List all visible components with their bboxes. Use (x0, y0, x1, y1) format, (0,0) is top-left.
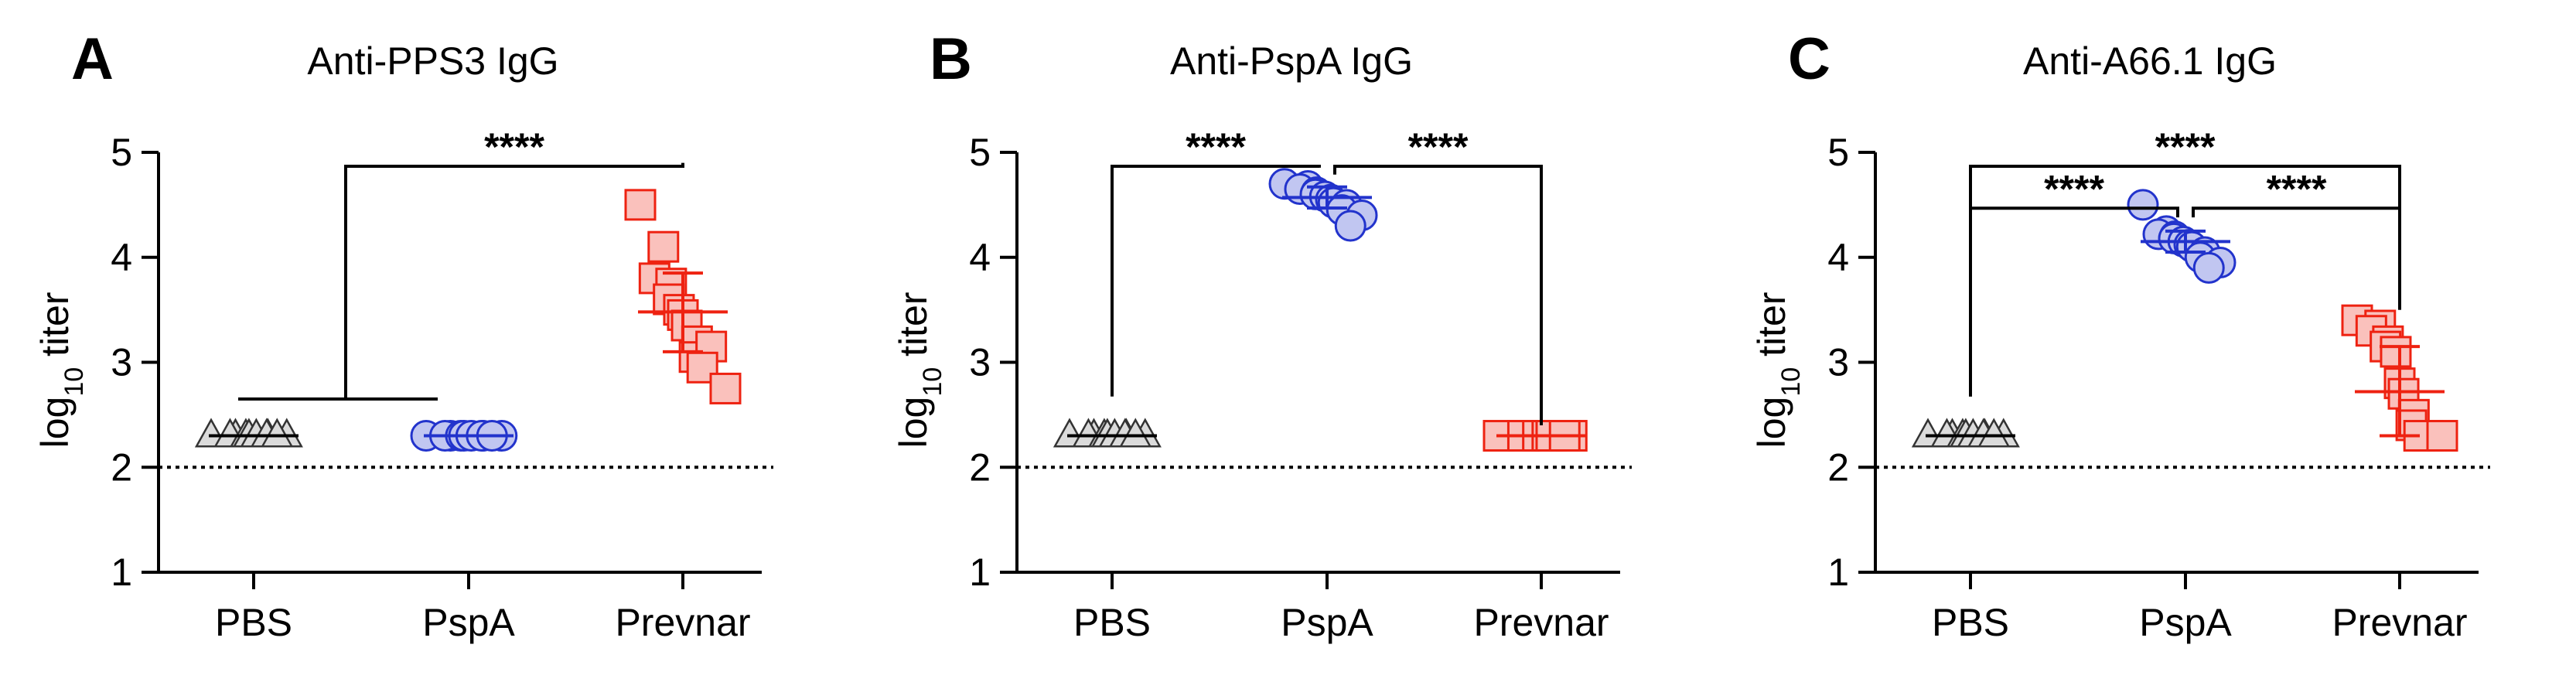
y-tick-label: 5 (111, 131, 132, 174)
significance-label: **** (1186, 125, 1246, 169)
y-axis-title-rest: titer (892, 292, 935, 367)
data-point (1119, 418, 1152, 448)
y-tick-label: 3 (969, 341, 991, 384)
x-tick-label-pspa: PspA (2139, 601, 2232, 644)
significance-bracket (2192, 206, 2401, 310)
series-pbs (194, 418, 303, 448)
x-tick-label-prevnar: Prevnar (2332, 601, 2467, 644)
series-prevnar (624, 189, 742, 404)
data-point (624, 189, 657, 221)
y-axis-title-subscript: 10 (918, 367, 947, 397)
series-prevnar (1482, 420, 1588, 452)
panel-title: Anti-PspA IgG (1170, 39, 1413, 83)
y-tick-label: 1 (111, 551, 132, 594)
data-point (709, 372, 742, 404)
significance-label: **** (2044, 167, 2104, 210)
data-point (261, 418, 294, 448)
y-tick-label: 5 (969, 131, 991, 174)
panel-title: Anti-A66.1 IgG (2023, 39, 2277, 83)
panel-letter: A (71, 26, 114, 92)
x-tick-label-prevnar: Prevnar (615, 601, 750, 644)
y-axis-title: log10 titer (1750, 292, 1806, 449)
y-axis-title: log10 titer (33, 292, 89, 449)
y-tick-label: 1 (1827, 551, 1849, 594)
significance-label: **** (484, 125, 544, 169)
y-tick-label: 1 (969, 551, 991, 594)
data-point (1334, 210, 1366, 242)
y-axis-title-rest: titer (33, 292, 77, 367)
y-tick-label: 3 (1827, 341, 1849, 384)
series-pbs (1053, 418, 1162, 448)
series-pspa (2127, 189, 2237, 284)
significance-bracket (344, 162, 684, 400)
significance-bracket (1969, 165, 2401, 397)
x-tick-label-pbs: PBS (1932, 601, 2009, 644)
y-axis-title-log: log (1750, 397, 1793, 449)
panel-c: C Anti-A66.1 IgG log10 titer 1 2 3 4 5 PBS PspA Pr… (1750, 26, 2490, 644)
significance-label: **** (2155, 125, 2216, 169)
series-prevnar (2341, 304, 2458, 452)
significance-bracket (1333, 165, 1543, 425)
x-tick-label-pspa: PspA (422, 601, 515, 644)
y-tick-label: 4 (969, 236, 991, 279)
x-tick-label-pspa: PspA (1281, 601, 1373, 644)
data-point (2426, 420, 2458, 452)
significance-label: **** (1408, 125, 1469, 169)
y-axis-title-log: log (892, 397, 935, 449)
significance-label: **** (2267, 167, 2327, 210)
significance-bracket (1969, 206, 2179, 397)
data-point (647, 230, 680, 263)
data-point (2192, 251, 2225, 284)
y-axis-title-subscript: 10 (60, 367, 89, 397)
data-point (2380, 336, 2412, 368)
panel-a: A Anti-PPS3 IgG log10 titer 1 2 3 4 5 PBS PspA Pre… (33, 26, 773, 644)
y-tick-label: 2 (969, 445, 991, 489)
y-axis-title-log: log (33, 397, 77, 449)
data-point (2127, 189, 2159, 221)
x-tick-label-pbs: PBS (1073, 601, 1151, 644)
series-pspa (410, 420, 518, 452)
y-tick-label: 2 (1827, 445, 1849, 489)
series-pbs (1911, 418, 2020, 448)
y-tick-label: 2 (111, 445, 132, 489)
panel-title: Anti-PPS3 IgG (307, 39, 558, 83)
y-axis-title: log10 titer (892, 292, 947, 449)
x-tick-label-pbs: PBS (215, 601, 292, 644)
data-point (1977, 418, 2011, 448)
y-axis-title-rest: titer (1750, 292, 1793, 367)
y-tick-label: 3 (111, 341, 132, 384)
y-tick-label: 5 (1827, 131, 1849, 174)
y-axis-title-subscript: 10 (1776, 367, 1806, 397)
significance-bracket (1111, 165, 1321, 397)
y-tick-label: 4 (111, 236, 132, 279)
panel-b: B Anti-PspA IgG log10 titer 1 2 3 4 5 PBS PspA Pre… (892, 26, 1632, 644)
panel-letter: B (930, 26, 972, 92)
panel-letter: C (1788, 26, 1830, 92)
x-tick-label-prevnar: Prevnar (1473, 601, 1609, 644)
y-tick-label: 4 (1827, 236, 1849, 279)
series-pspa (1268, 168, 1378, 242)
